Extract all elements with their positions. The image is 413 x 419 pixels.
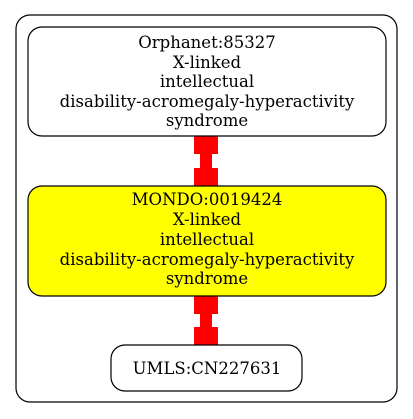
edge-connector-lower [194, 168, 218, 191]
node-umls-box [110, 344, 303, 392]
node-mondo-label-line: syndrome [166, 269, 248, 288]
node-mondo-label-line: intellectual [160, 230, 254, 249]
node-umls[interactable]: UMLS:CN227631 [110, 344, 303, 392]
node-mondo-label-line: disability-acromegaly-hyperactivity [60, 250, 355, 269]
edge-connector-upper [194, 291, 218, 314]
node-orphanet-id: Orphanet:85327 [138, 33, 276, 52]
node-orphanet-label-line: disability-acromegaly-hyperactivity [60, 92, 355, 111]
node-orphanet-label-line: X-linked [173, 53, 242, 72]
node-mondo-id: MONDO:0019424 [132, 190, 283, 209]
node-mondo[interactable]: MONDO:0019424 X-linked intellectual disa… [27, 185, 387, 297]
node-orphanet-label-line: syndrome [166, 111, 248, 130]
node-umls-id: UMLS:CN227631 [133, 359, 282, 378]
edge-orphanet-mondo [194, 131, 218, 191]
node-mondo-box [27, 185, 387, 297]
node-orphanet[interactable]: Orphanet:85327 X-linked intellectual dis… [27, 26, 387, 137]
node-mondo-label-line: X-linked [173, 210, 242, 229]
edge-connector-lower [194, 327, 218, 350]
edge-connector-shaft [200, 150, 212, 172]
edge-mondo-umls [194, 291, 218, 350]
edge-connector-upper [194, 131, 218, 154]
node-orphanet-label-line: intellectual [160, 72, 254, 91]
node-orphanet-box [27, 26, 387, 137]
edge-connector-shaft [200, 310, 212, 332]
